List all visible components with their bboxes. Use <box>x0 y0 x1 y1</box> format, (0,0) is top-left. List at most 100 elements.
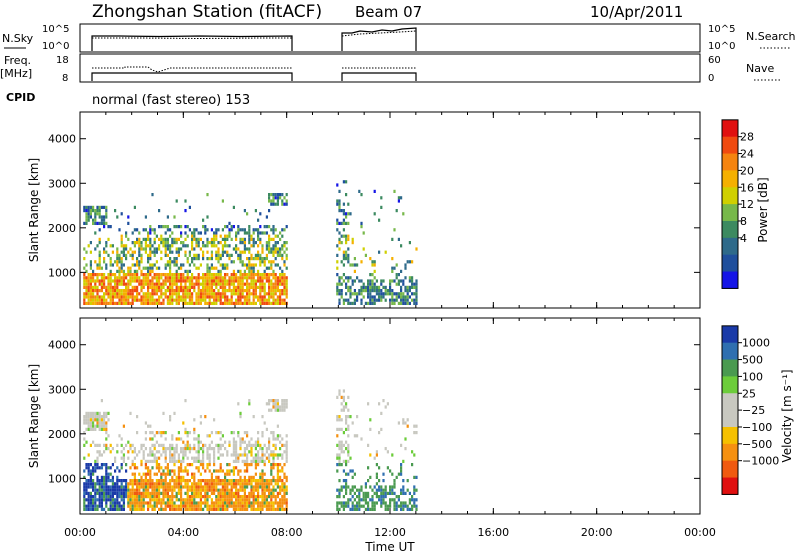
power-cell <box>155 276 158 280</box>
power-cell <box>276 289 279 293</box>
power-cell <box>235 250 238 254</box>
power-cell <box>215 228 218 232</box>
power-cell <box>402 298 405 302</box>
velocity-cell <box>276 466 279 470</box>
power-cell <box>239 292 242 296</box>
power-cell <box>210 295 213 299</box>
velocity-cell <box>193 488 196 492</box>
power-cell <box>237 298 240 302</box>
velocity-cell <box>351 421 354 425</box>
power-cell <box>202 289 205 293</box>
power-cell <box>89 298 92 302</box>
power-cell <box>272 282 275 286</box>
velocity-cell <box>265 498 268 502</box>
velocity-cell <box>171 485 174 489</box>
velocity-cell <box>197 469 200 473</box>
power-cell <box>243 282 246 286</box>
velocity-cell <box>175 485 178 489</box>
power-cell <box>105 241 108 245</box>
velocity-cell <box>199 479 202 483</box>
power-cell <box>362 282 365 286</box>
velocity-cell <box>107 472 110 476</box>
power-cell <box>100 221 103 225</box>
power-cell <box>191 298 194 302</box>
power-cell <box>120 266 123 270</box>
velocity-cell <box>151 482 154 486</box>
velocity-cell <box>98 495 101 499</box>
power-cell <box>103 276 106 280</box>
power-cell <box>133 279 136 283</box>
velocity-cell <box>180 437 183 441</box>
power-cell <box>85 276 88 280</box>
power-cell <box>180 298 183 302</box>
power-cell <box>219 263 222 267</box>
velocity-cell <box>261 495 264 499</box>
velocity-cell <box>338 495 341 499</box>
power-cell <box>369 273 372 277</box>
velocity-cell <box>219 507 222 511</box>
velocity-cell <box>364 507 367 511</box>
velocity-cell <box>413 501 416 505</box>
velocity-cell <box>173 488 176 492</box>
velocity-cell <box>147 482 150 486</box>
power-cell <box>202 276 205 280</box>
power-cell <box>155 279 158 283</box>
power-cell <box>166 253 169 257</box>
velocity-cell <box>246 434 249 438</box>
power-cell <box>250 234 253 238</box>
power-cell <box>261 257 264 261</box>
power-cell <box>239 228 242 232</box>
power-cell <box>85 295 88 299</box>
power-cell <box>133 269 136 273</box>
power-cell <box>408 279 411 283</box>
velocity-cell <box>96 459 99 463</box>
power-cell <box>257 228 260 232</box>
power-cell <box>342 250 345 254</box>
velocity-cell <box>217 488 220 492</box>
velocity-cell <box>265 402 268 406</box>
power-cell <box>224 273 227 277</box>
velocity-cell <box>197 488 200 492</box>
colorbar-tick-label: −500 <box>742 438 772 451</box>
power-cell <box>118 228 121 232</box>
velocity-cell <box>268 453 271 457</box>
power-cell <box>100 285 103 289</box>
velocity-cell <box>270 408 273 412</box>
power-cell <box>188 298 191 302</box>
velocity-cell <box>281 402 284 406</box>
velocity-cell <box>122 498 125 502</box>
power-cell <box>103 218 106 222</box>
power-cell <box>336 289 339 293</box>
velocity-cell <box>149 501 152 505</box>
velocity-cell <box>92 440 95 444</box>
power-cell <box>263 225 266 229</box>
power-cell <box>237 228 240 232</box>
power-cell <box>281 289 284 293</box>
colorbar-tick-label: −100 <box>742 421 772 434</box>
power-cell <box>202 257 205 261</box>
power-cell <box>268 199 271 203</box>
velocity-cell <box>116 482 119 486</box>
power-cell <box>105 266 108 270</box>
power-cell <box>151 269 154 273</box>
velocity-cell <box>92 485 95 489</box>
velocity-cell <box>263 421 266 425</box>
velocity-cell <box>393 504 396 508</box>
power-cell <box>237 295 240 299</box>
power-cell <box>193 276 196 280</box>
power-cell <box>100 282 103 286</box>
power-cell <box>375 289 378 293</box>
power-cell <box>184 276 187 280</box>
velocity-cell <box>250 491 253 495</box>
power-cell <box>160 276 163 280</box>
power-cell <box>116 263 119 267</box>
velocity-cell <box>155 431 158 435</box>
velocity-cell <box>188 485 191 489</box>
velocity-cell <box>208 507 211 511</box>
velocity-cell <box>105 443 108 447</box>
velocity-cell <box>180 450 183 454</box>
velocity-cell <box>96 498 99 502</box>
power-cell <box>254 289 257 293</box>
power-cell <box>98 241 101 245</box>
power-cell <box>217 295 220 299</box>
